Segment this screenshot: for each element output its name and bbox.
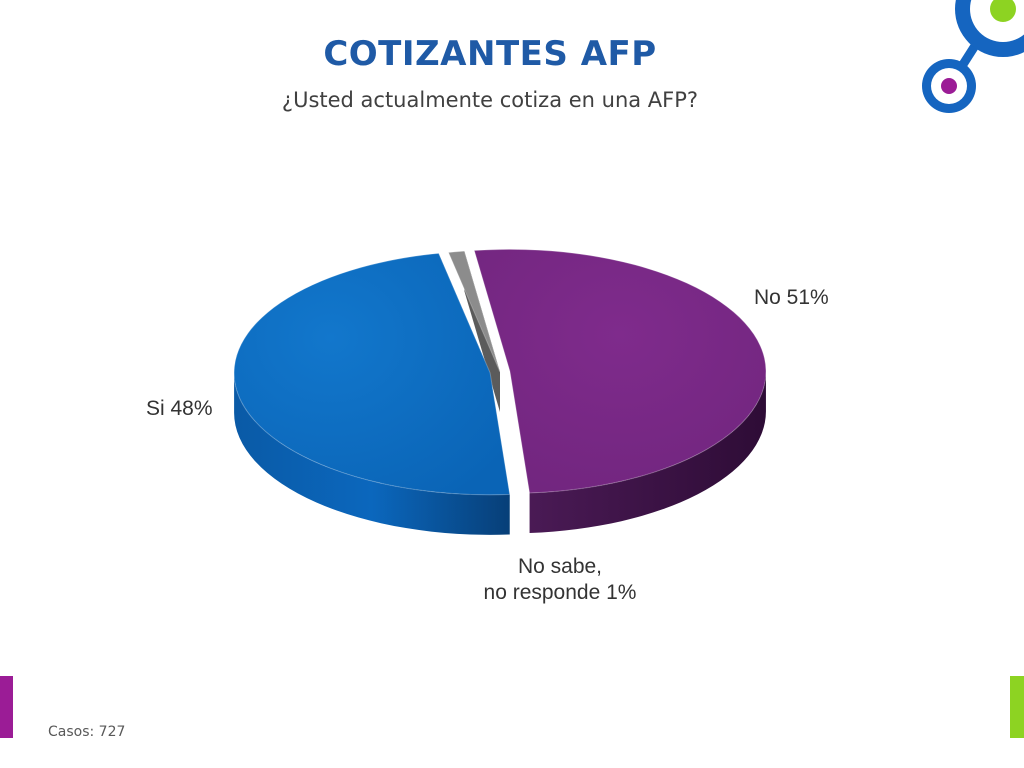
sample-size-note: Casos: 727 xyxy=(48,724,126,740)
pie-slice-no-side xyxy=(529,371,766,533)
pie-slice-no-sabe xyxy=(447,250,501,373)
chart-title: COTIZANTES AFP xyxy=(323,34,657,74)
logo-icon xyxy=(922,0,1024,113)
data-label-si: Si 48% xyxy=(146,397,213,420)
accent-bar-right xyxy=(1010,676,1024,738)
data-label-no: No 51% xyxy=(754,286,829,309)
pie-slice-no xyxy=(473,248,767,494)
pie-slice-si-side xyxy=(234,372,510,535)
data-label-no-sabe: No sabe, no responde 1% xyxy=(483,555,637,604)
chart-subtitle: ¿Usted actualmente cotiza en una AFP? xyxy=(281,88,699,112)
accent-bar-left xyxy=(0,676,13,738)
pie-slice-si xyxy=(233,252,511,496)
